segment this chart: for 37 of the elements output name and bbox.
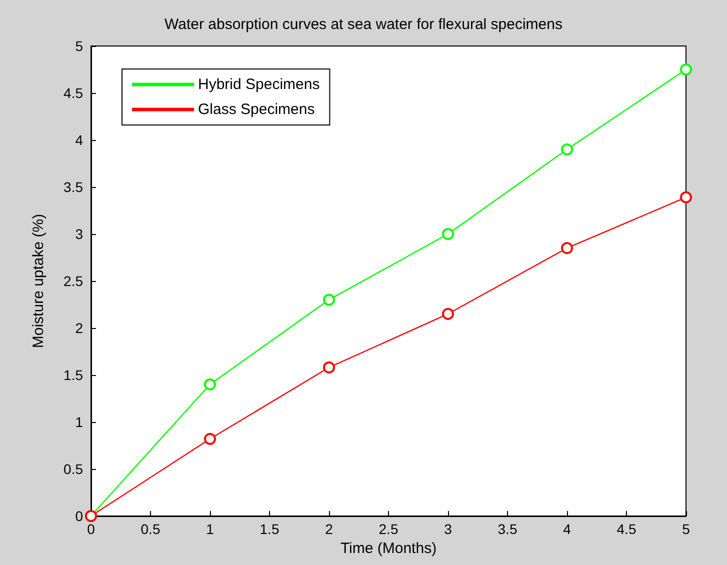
x-tick-label: 0.5 — [140, 521, 160, 537]
point — [561, 143, 573, 156]
x-tick-label: 4 — [563, 521, 572, 537]
point — [323, 294, 335, 306]
x-tick-label: 5 — [682, 521, 690, 537]
y-tick-label: 0.5 — [64, 461, 84, 477]
y-tick-label: 1 — [75, 414, 84, 430]
y-tick-label: 1.5 — [64, 367, 84, 383]
x-axis-title: Time (Months) — [340, 540, 437, 557]
y-tick-label: 4 — [75, 132, 84, 148]
x-tick-label: 4.5 — [616, 521, 636, 537]
y-tick-label: 3 — [75, 226, 84, 242]
point — [442, 308, 454, 320]
point — [323, 361, 335, 374]
x-tick-label: 3.5 — [498, 521, 518, 537]
point — [561, 242, 573, 254]
x-tick-label: 1 — [206, 521, 214, 537]
y-axis-title: Moisture uptake (%) — [30, 214, 47, 348]
y-tick-label: 0 — [75, 508, 84, 524]
point — [204, 432, 216, 445]
x-tick-label: 0 — [87, 521, 96, 537]
y-tick-label: 2 — [75, 320, 84, 336]
y-tick-label: 2.5 — [64, 273, 84, 289]
point — [680, 64, 692, 76]
x-tick-label: 2 — [325, 521, 334, 537]
chart-title: Water absorption curves at sea water for flexural specimens — [164, 16, 562, 33]
y-tick-label: 5 — [75, 38, 84, 54]
y-tick-label: 4.5 — [64, 85, 84, 101]
point — [680, 191, 692, 204]
y-tick-label: 3.5 — [64, 179, 84, 195]
legend-label: Hybrid Specimens — [198, 76, 320, 93]
legend-label: Glass Specimens — [198, 101, 315, 118]
point — [204, 378, 216, 390]
x-tick-label: 2.5 — [378, 521, 398, 537]
x-tick-label: 3 — [444, 521, 452, 537]
x-tick-label: 1.5 — [260, 521, 280, 537]
point — [442, 228, 454, 240]
